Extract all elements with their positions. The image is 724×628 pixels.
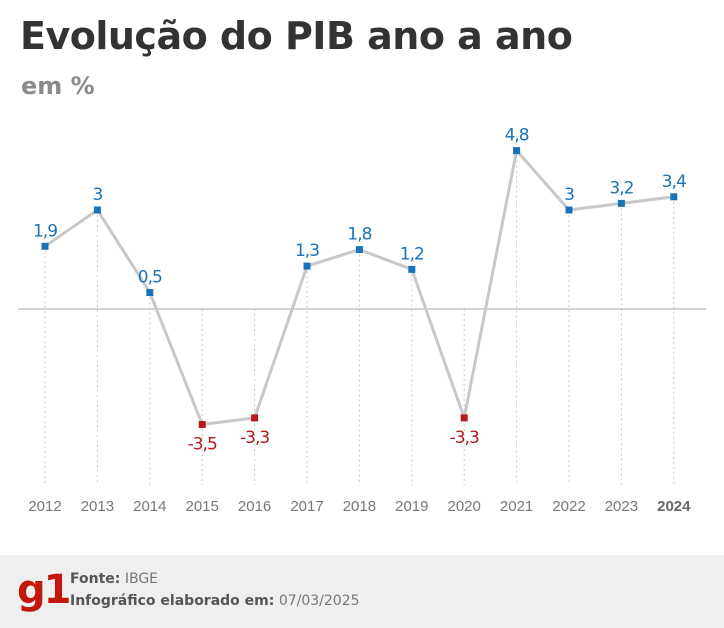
footer: g1 Fonte: IBGE Infográfico elaborado em:…	[0, 555, 724, 628]
data-point-2020	[460, 414, 468, 422]
data-point-2022	[565, 206, 573, 214]
data-label-2023: 3,2	[609, 178, 633, 198]
x-tick-2016: 2016	[238, 498, 271, 515]
data-label-2015: -3,5	[188, 435, 217, 455]
x-tick-2018: 2018	[343, 498, 376, 515]
source-label: Fonte:	[70, 571, 121, 587]
data-label-2013: 3	[92, 185, 102, 205]
source-value: IBGE	[124, 571, 159, 587]
x-tick-2013: 2013	[81, 498, 114, 515]
x-tick-2024: 2024	[657, 498, 691, 515]
data-label-2016: -3,3	[240, 428, 269, 448]
data-point-2012	[41, 242, 49, 250]
data-label-2020: -3,3	[450, 428, 479, 448]
chart-subtitle: em %	[21, 72, 95, 100]
data-label-2012: 1,9	[33, 221, 57, 241]
data-point-2017	[303, 262, 311, 270]
x-tick-2023: 2023	[605, 498, 638, 515]
series-line	[44, 149, 674, 426]
data-point-2019	[408, 265, 416, 273]
data-point-2016	[251, 414, 259, 422]
date-value: 07/03/2025	[278, 593, 360, 609]
line-chart: 1,9 2012 3 2013 0,5 2014 -3,5 2015 -3,3 2016 1,3 20…	[18, 126, 706, 515]
data-point-2014	[146, 289, 154, 296]
x-tick-2015: 2015	[186, 498, 219, 515]
x-tick-2014: 2014	[133, 498, 166, 515]
source-line: Fonte: IBGE	[70, 571, 158, 587]
data-label-2021: 4,8	[505, 126, 529, 146]
data-point-2021	[513, 147, 521, 155]
chart-title: Evolução do PIB ano a ano	[20, 14, 573, 58]
data-point-2013	[93, 206, 101, 214]
data-label-2019: 1,2	[400, 244, 424, 264]
x-tick-2012: 2012	[28, 498, 61, 515]
data-point-2018	[355, 246, 363, 254]
data-point-2024	[670, 193, 678, 201]
x-tick-2017: 2017	[290, 498, 323, 515]
g1-logo: g1	[17, 567, 71, 613]
date-line: Infográfico elaborado em: 07/03/2025	[70, 593, 360, 609]
data-label-2017: 1,3	[295, 241, 319, 261]
data-label-2024: 3,4	[662, 172, 686, 192]
x-tick-2022: 2022	[552, 498, 585, 515]
data-label-2014: 0,5	[138, 268, 162, 288]
data-point-2023	[617, 199, 625, 207]
data-label-2018: 1,8	[347, 225, 371, 245]
x-tick-2019: 2019	[395, 498, 428, 515]
x-tick-2021: 2021	[500, 498, 533, 515]
date-label: Infográfico elaborado em:	[70, 593, 275, 609]
x-tick-2020: 2020	[448, 498, 481, 515]
data-point-2015	[198, 421, 206, 428]
data-label-2022: 3	[564, 185, 574, 205]
